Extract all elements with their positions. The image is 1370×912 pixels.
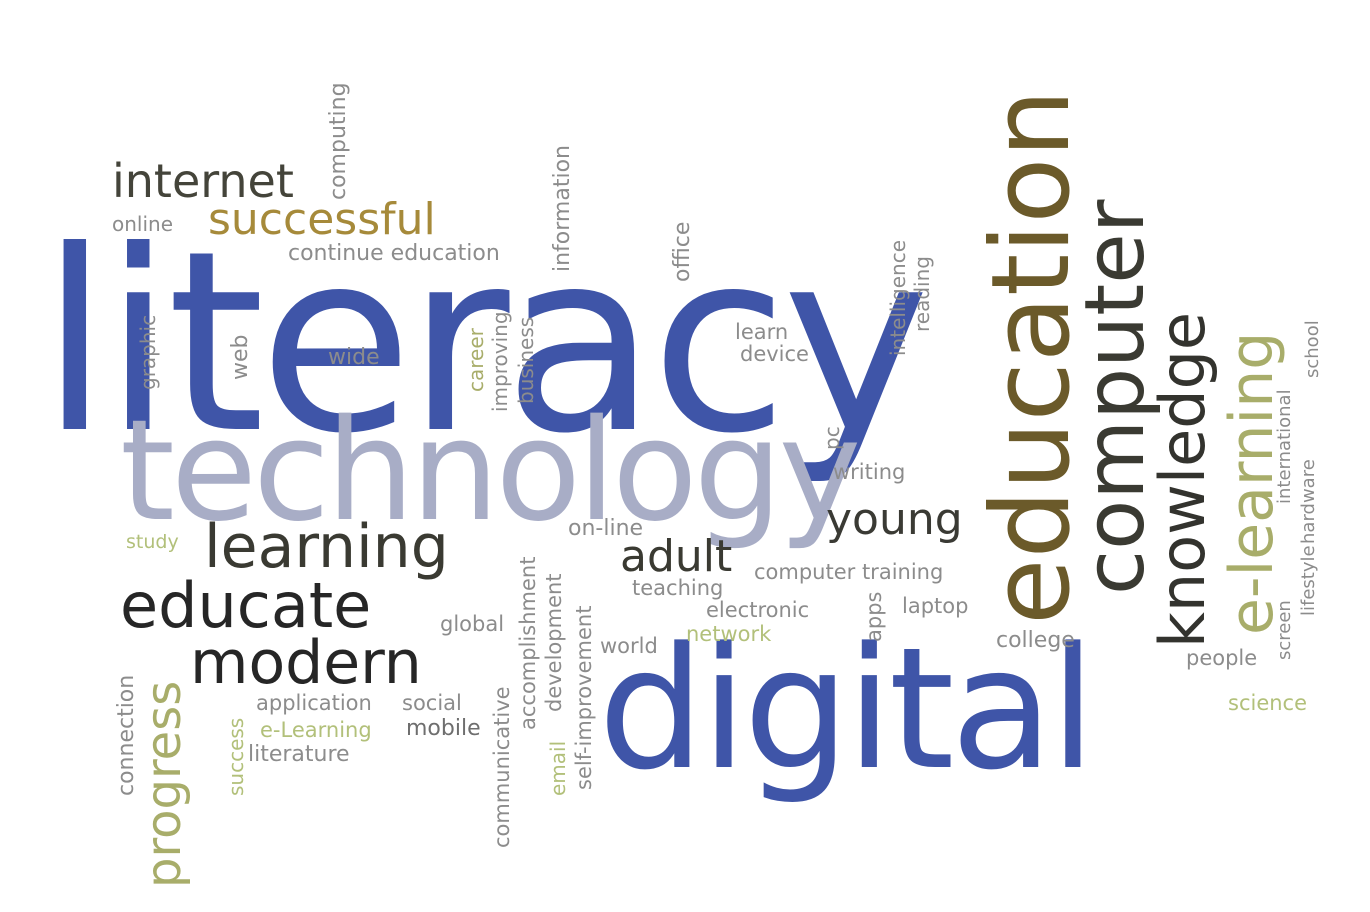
word-intelligence: intelligence [886,239,910,356]
word-email: email [546,740,570,796]
word-learn: learn [735,320,789,344]
word-laptop: laptop [902,594,969,618]
word-school: school [1302,320,1323,378]
word-successful: successful [208,194,436,245]
word-knowledge: knowledge [1146,311,1219,648]
word-lifestyle: lifestyle [1298,545,1319,616]
word-science: science [1228,691,1308,715]
word-network: network [686,622,772,646]
word-web: web [228,334,253,381]
word-career: career [464,328,488,392]
word-learning: learning [204,512,449,582]
word-people: people [1186,646,1258,670]
word-application: application [256,691,372,715]
word-internet: internet [112,154,294,208]
word-computer: computer [1068,199,1163,595]
word-social: social [402,691,462,715]
word-success: success [224,717,248,796]
word-self-improvement: self-improvement [572,605,596,790]
word-writing: writing [833,460,906,484]
word-apps: apps [862,591,886,642]
word-wide: wide [328,345,380,370]
word-improving: improving [488,311,512,412]
word-pc: pc [820,426,844,450]
word-teaching: teaching [632,576,724,600]
word-screen: screen [1274,600,1295,660]
word-progress: progress [136,680,192,888]
word-digital: digital [598,611,1096,807]
word-device: device [740,342,809,366]
word-technology: technology [120,390,861,553]
word-world: world [600,634,658,658]
word-literacy: literacy [40,197,930,488]
word-modern: modern [190,628,422,698]
word-young: young [826,494,963,545]
word-international: international [1274,389,1295,504]
word-mobile: mobile [406,716,481,741]
word-electronic: electronic [706,598,810,622]
word-e-learning-big: e-learning [1217,331,1287,635]
word-hardware: hardware [1298,459,1319,544]
word-online: online [112,212,174,236]
word-development: development [542,573,566,712]
word-educate: educate [120,569,372,642]
word-global: global [440,612,505,636]
word-connection: connection [114,674,139,796]
word-literature: literature [248,742,350,767]
word-communicative: communicative [490,686,514,848]
word-adult: adult [620,531,733,582]
word-e-learning-small: e-Learning [260,718,372,742]
word-computing: computing [326,82,351,200]
word-on-line: on-line [568,516,644,541]
word-office: office [670,221,695,282]
word-accomplishment: accomplishment [516,556,540,730]
word-college: college [996,628,1075,653]
word-business: business [514,316,538,404]
word-study: study [126,531,179,553]
word-information: information [550,145,575,272]
word-reading: reading [910,256,934,332]
word-graphic: graphic [136,314,160,390]
word-computer-training: computer training [754,560,944,584]
word-continue-education: continue education [288,241,500,266]
